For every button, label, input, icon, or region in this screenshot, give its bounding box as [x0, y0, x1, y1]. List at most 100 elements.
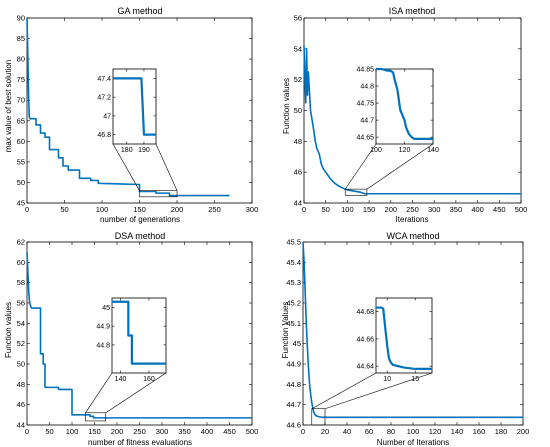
y-tick-label: 80 [17, 55, 25, 64]
inset-series-line [376, 67, 433, 140]
x-tick-label: 190 [138, 147, 150, 154]
isa-method-chart: ISA method Iterations Function values 0 5… [282, 6, 527, 224]
zoom-connector-line [366, 143, 434, 190]
x-tick-label: 40 [343, 427, 351, 436]
zoom-region-box [85, 412, 107, 422]
y-tick-label: 48 [294, 137, 302, 146]
y-tick-label: 47 [103, 113, 111, 120]
zoom-connector-line [344, 143, 377, 190]
y-tick-label: 58 [17, 278, 25, 287]
x-tick-label: 100 [66, 427, 79, 436]
inset-frame [112, 68, 157, 145]
x-tick-label: 100 [370, 147, 382, 154]
x-tick-label: 100 [96, 205, 109, 214]
y-tick-label: 54 [294, 44, 302, 53]
x-tick-label: 150 [363, 205, 376, 214]
y-tick-label: 45 [293, 339, 301, 348]
y-tick-label: 45.1 [286, 319, 301, 328]
inset-series-line [376, 306, 432, 371]
series-line [302, 241, 523, 419]
x-tick-label: 80 [387, 427, 395, 436]
x-tick-label: 250 [133, 427, 146, 436]
y-tick-label: 44.8 [286, 380, 301, 389]
zoom-connector-line [85, 372, 113, 413]
x-tick-label: 15 [411, 376, 419, 383]
y-tick-label: 50 [17, 178, 25, 187]
y-tick-label: 52 [17, 339, 25, 348]
chart-title: WCA method [386, 231, 439, 241]
zoom-connector-line [155, 143, 178, 191]
y-tick-label: 44 [17, 421, 25, 430]
inset-series-line [112, 300, 166, 365]
x-tick-label: 200 [171, 205, 184, 214]
wca-method-chart: WCA method Number of Iterations Function… [281, 231, 529, 447]
y-tick-label: 46 [17, 400, 25, 409]
x-tick-label: 180 [121, 147, 133, 154]
y-tick-label: 44.7 [360, 118, 374, 125]
inset-series-line [113, 77, 156, 136]
x-tick-label: 20 [321, 427, 329, 436]
y-tick-label: 44.85 [356, 67, 374, 74]
x-tick-label: 250 [406, 205, 419, 214]
series-line [303, 45, 521, 195]
y-axis-label: max value of best solution [4, 60, 13, 153]
y-tick-label: 50 [17, 360, 25, 369]
x-tick-label: 10 [383, 376, 391, 383]
x-tick-label: 0 [25, 205, 29, 214]
x-tick-label: 250 [208, 205, 221, 214]
y-tick-label: 45 [102, 305, 110, 312]
x-tick-label: 120 [429, 427, 442, 436]
x-tick-label: 50 [322, 205, 330, 214]
x-tick-label: 350 [178, 427, 191, 436]
x-axis-label: number of generations [100, 215, 180, 224]
y-tick-label: 45.4 [286, 258, 301, 267]
chart-title: DSA method [115, 231, 166, 241]
y-tick-label: 46.8 [97, 132, 111, 139]
zoom-region-box [344, 188, 368, 196]
y-tick-label: 44.64 [356, 364, 374, 371]
zoom-region-box [311, 408, 326, 426]
x-axis-label: number of fitness evaluations [88, 438, 192, 447]
y-tick-label: 56 [294, 14, 302, 23]
y-tick-label: 45.2 [286, 299, 301, 308]
series-line [26, 252, 252, 419]
x-tick-label: 0 [301, 427, 305, 436]
y-tick-label: 45 [17, 199, 25, 208]
y-tick-label: 55 [17, 157, 25, 166]
inset-frame [375, 68, 434, 145]
y-tick-label: 75 [17, 75, 25, 84]
dsa-method-chart: DSA method number of fitness evaluations… [4, 231, 258, 447]
y-tick-label: 44.9 [96, 324, 110, 331]
x-tick-label: 500 [515, 205, 528, 214]
y-tick-label: 44.68 [356, 309, 374, 316]
x-tick-label: 400 [471, 205, 484, 214]
y-tick-label: 56 [17, 299, 25, 308]
x-tick-label: 100 [407, 427, 420, 436]
y-tick-label: 60 [17, 137, 25, 146]
y-tick-label: 44.65 [356, 135, 374, 142]
x-tick-label: 50 [45, 427, 53, 436]
x-tick-label: 160 [473, 427, 486, 436]
x-tick-label: 400 [201, 427, 214, 436]
x-tick-label: 150 [133, 205, 146, 214]
x-tick-label: 150 [88, 427, 101, 436]
x-tick-label: 60 [365, 427, 373, 436]
x-axis-label: Iterations [396, 215, 429, 224]
y-tick-label: 50 [294, 106, 302, 115]
x-tick-label: 140 [451, 427, 464, 436]
y-tick-label: 62 [17, 238, 25, 247]
zoom-connector-line [324, 372, 433, 410]
y-tick-label: 44.66 [356, 336, 374, 343]
x-tick-label: 300 [156, 427, 169, 436]
zoom-connector-line [105, 372, 167, 414]
y-tick-label: 52 [294, 75, 302, 84]
x-tick-label: 450 [223, 427, 236, 436]
y-tick-label: 44.75 [356, 101, 374, 108]
x-tick-label: 300 [246, 205, 259, 214]
y-tick-label: 46 [294, 168, 302, 177]
y-tick-label: 44.9 [286, 360, 301, 369]
inset-zoom-chart: 10 15 44.64 44.66 44.68 [356, 297, 433, 383]
inset-frame [111, 297, 167, 374]
x-tick-label: 50 [60, 205, 68, 214]
